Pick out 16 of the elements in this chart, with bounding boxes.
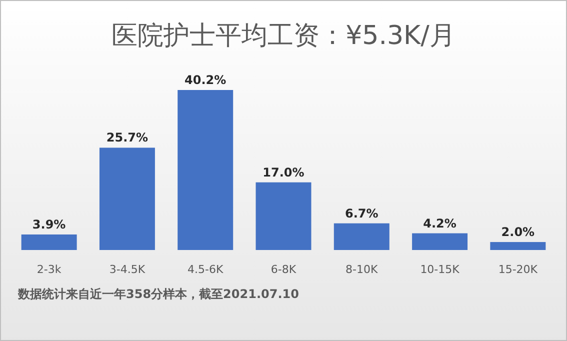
x-tick-label: 15-20K [498,263,538,276]
x-tick-label: 4.5-6K [188,263,224,276]
x-tick-label: 10-15K [420,263,460,276]
data-label: 25.7% [106,130,148,145]
text: 数据统计来自近一年358分样本，截至2021.07.10 [17,287,299,301]
x-tick-label: 6-8K [270,263,297,276]
data-label: 3.9% [32,217,66,232]
x-tick-label: 2-3k [36,263,62,276]
data-label: 6.7% [345,206,378,220]
x-tick-label: 3-4.5K [109,263,146,276]
x-tick-label: 8-10K [346,263,379,276]
data-label: 17.0% [262,165,304,180]
data-label: 40.2% [184,73,226,87]
data-label: 4.2% [423,216,456,230]
chart-title: 医院护士平均工资：¥5.3K/月 [112,21,456,51]
data-label: 2.0% [501,225,535,240]
